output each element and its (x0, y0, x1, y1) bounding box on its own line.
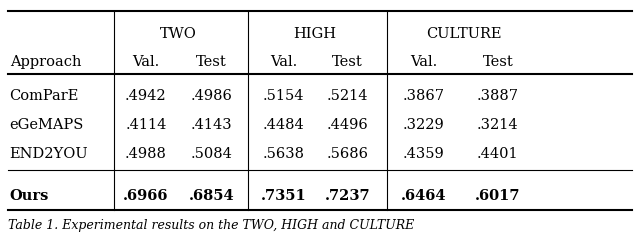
Text: Val.: Val. (410, 55, 437, 69)
Text: .4986: .4986 (190, 89, 232, 103)
Text: .4988: .4988 (125, 147, 167, 161)
Text: .3887: .3887 (477, 89, 519, 103)
Text: .4359: .4359 (403, 147, 445, 161)
Text: Test: Test (332, 55, 363, 69)
Text: Approach: Approach (10, 55, 81, 69)
Text: .7237: .7237 (324, 188, 371, 203)
Text: .6966: .6966 (123, 188, 169, 203)
Text: Test: Test (483, 55, 513, 69)
Text: .7351: .7351 (260, 188, 307, 203)
Text: .5084: .5084 (190, 147, 232, 161)
Text: ComParE: ComParE (10, 89, 79, 103)
Text: .4143: .4143 (190, 118, 232, 132)
Text: .6017: .6017 (475, 188, 521, 203)
Text: HIGH: HIGH (293, 27, 337, 41)
Text: .4484: .4484 (262, 118, 305, 132)
Text: .4496: .4496 (326, 118, 369, 132)
Text: CULTURE: CULTURE (426, 27, 502, 41)
Text: Test: Test (196, 55, 227, 69)
Text: .3229: .3229 (403, 118, 445, 132)
Text: Table 1. Experimental results on the TWO, HIGH and CULTURE: Table 1. Experimental results on the TWO… (8, 219, 414, 232)
Text: .4401: .4401 (477, 147, 519, 161)
Text: Ours: Ours (10, 188, 49, 203)
Text: Val.: Val. (270, 55, 297, 69)
Text: .6464: .6464 (401, 188, 447, 203)
Text: .5686: .5686 (326, 147, 369, 161)
Text: .5214: .5214 (327, 89, 368, 103)
Text: .4942: .4942 (125, 89, 167, 103)
Text: Val.: Val. (132, 55, 159, 69)
Text: .5154: .5154 (263, 89, 304, 103)
Text: .3214: .3214 (477, 118, 519, 132)
Text: .6854: .6854 (188, 188, 234, 203)
Text: .5638: .5638 (262, 147, 305, 161)
Text: END2YOU: END2YOU (10, 147, 88, 161)
Text: TWO: TWO (159, 27, 196, 41)
Text: .4114: .4114 (125, 118, 166, 132)
Text: eGeMAPS: eGeMAPS (10, 118, 84, 132)
Text: .3867: .3867 (403, 89, 445, 103)
